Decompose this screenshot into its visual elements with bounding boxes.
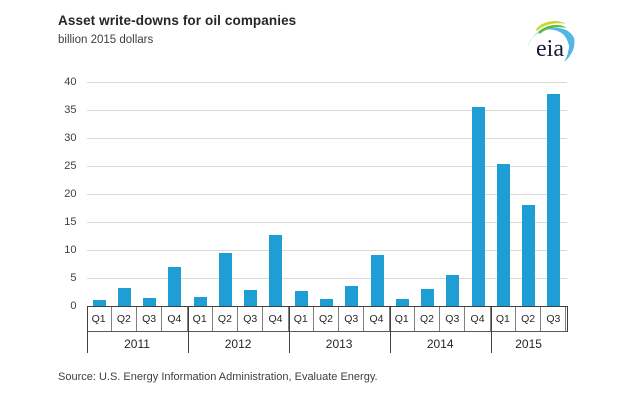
x-tick-quarter: Q4 <box>465 307 491 332</box>
x-tick-quarter: Q1 <box>491 307 516 332</box>
bar-2011-q4 <box>168 267 182 306</box>
x-tick-quarter: Q2 <box>213 307 239 332</box>
y-tick-label: 40 <box>64 75 77 88</box>
logo-green-leaf <box>538 24 567 34</box>
gridline-20 <box>86 193 567 195</box>
quarter-row-bottom-border <box>86 331 568 332</box>
bar-2014-q2 <box>421 289 435 306</box>
gridline-15 <box>86 221 567 223</box>
logo-text-backdrop <box>531 33 569 61</box>
year-separator <box>490 307 492 353</box>
x-tick-quarter: Q4 <box>364 307 390 332</box>
x-tick-quarter: Q3 <box>339 307 365 332</box>
x-tick-year: 2014 <box>426 337 454 351</box>
chart-title: Asset write-downs for oil companies <box>58 13 297 28</box>
y-tick-label: 30 <box>64 131 77 144</box>
x-tick-quarter: Q3 <box>541 307 567 332</box>
x-tick-year: 2013 <box>325 337 353 351</box>
y-tick-label: 5 <box>70 271 77 284</box>
x-tick-quarter: Q2 <box>415 307 441 332</box>
y-tick-label: 35 <box>64 103 77 116</box>
y-tick-label: 10 <box>64 243 77 256</box>
bar-2012-q2 <box>218 252 232 306</box>
x-tick-quarter: Q3 <box>440 307 466 332</box>
year-separator <box>187 307 189 353</box>
axis-right-edge <box>566 307 568 332</box>
logo-lime-leaf <box>536 21 566 31</box>
source-note: Source: U.S. Energy Information Administ… <box>58 371 378 383</box>
x-tick-quarter: Q1 <box>390 307 415 332</box>
logo-wordmark: eia <box>536 36 564 62</box>
y-tick-label: 20 <box>64 187 77 200</box>
bar-2015-q1 <box>496 163 510 306</box>
bar-2012-q1 <box>193 297 207 306</box>
gridline-40 <box>86 81 567 83</box>
x-tick-quarter: Q2 <box>314 307 340 332</box>
gridline-30 <box>86 137 567 139</box>
x-tick-quarter: Q4 <box>162 307 188 332</box>
bar-2014-q4 <box>471 106 485 306</box>
bar-2011-q2 <box>117 288 131 306</box>
year-separator <box>389 307 391 353</box>
bar-2012-q4 <box>269 234 283 306</box>
gridline-35 <box>86 109 567 111</box>
bar-2013-q2 <box>320 298 333 306</box>
x-tick-quarter: Q1 <box>87 307 112 332</box>
x-tick-quarter: Q3 <box>238 307 264 332</box>
x-tick-quarter: Q1 <box>188 307 213 332</box>
eia-logo: eia <box>524 16 580 66</box>
year-separator <box>86 307 88 353</box>
x-tick-quarter: Q3 <box>137 307 163 332</box>
bar-2013-q3 <box>345 285 359 306</box>
gridline-5 <box>86 277 567 279</box>
y-tick-label: 0 <box>70 299 77 312</box>
chart-subtitle: billion 2015 dollars <box>58 34 154 46</box>
bar-2014-q1 <box>395 299 409 306</box>
gridline-10 <box>86 249 567 251</box>
bar-2013-q1 <box>294 291 308 306</box>
y-tick-label: 25 <box>64 159 77 172</box>
gridline-25 <box>86 165 567 167</box>
bar-2012-q3 <box>244 289 258 306</box>
bar-2014-q3 <box>446 275 460 306</box>
x-tick-quarter: Q4 <box>263 307 289 332</box>
x-tick-quarter: Q2 <box>112 307 137 332</box>
year-separator <box>288 307 290 353</box>
bar-2015-q3 <box>547 93 561 306</box>
eia-logo-graphic: eia <box>528 21 575 63</box>
bar-2015-q2 <box>522 204 536 306</box>
x-tick-quarter: Q1 <box>289 307 314 332</box>
x-tick-year: 2011 <box>124 337 150 351</box>
x-axis-line <box>86 306 568 307</box>
x-tick-year: 2012 <box>224 337 252 351</box>
x-tick-year: 2015 <box>515 337 542 351</box>
bar-2011-q1 <box>92 299 106 306</box>
x-tick-quarter: Q2 <box>516 307 542 332</box>
bar-2013-q4 <box>370 255 384 306</box>
bar-2011-q3 <box>143 298 157 306</box>
y-tick-label: 15 <box>64 215 77 228</box>
